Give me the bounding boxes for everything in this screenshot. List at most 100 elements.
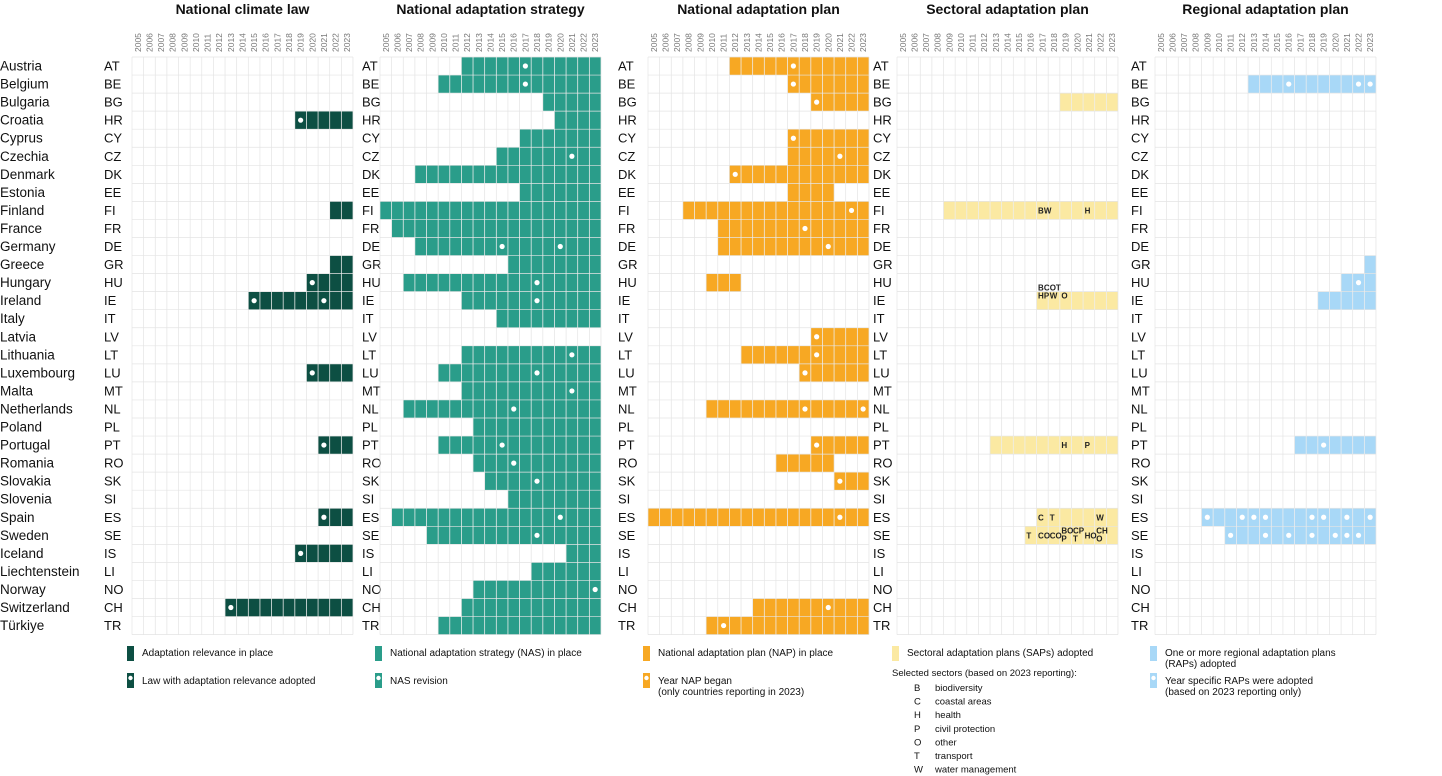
country-name-ee: Estonia	[0, 185, 46, 200]
dot-hu-2018	[534, 280, 540, 286]
sector-label: O	[1096, 534, 1102, 543]
sector-code: P	[914, 724, 920, 735]
dot-lu-2018	[534, 370, 540, 376]
sector-code: T	[914, 751, 920, 762]
legend-dot-swatch	[375, 673, 382, 688]
country-name-ie: Ireland	[0, 293, 41, 308]
year-tick-2012: 2012	[979, 33, 989, 52]
year-tick-2009: 2009	[1202, 33, 1212, 52]
year-tick-2022: 2022	[579, 33, 589, 52]
country-code-nl: NL	[362, 401, 379, 416]
country-code-pl: PL	[1131, 420, 1147, 435]
span-no	[473, 580, 601, 599]
country-code-lt: LT	[618, 347, 632, 362]
span-es	[1036, 508, 1118, 527]
year-tick-2006: 2006	[144, 33, 154, 52]
country-name-lu: Luxembourg	[0, 365, 75, 380]
span-es	[318, 508, 353, 527]
country-code-it: IT	[618, 311, 630, 326]
year-tick-2023: 2023	[342, 33, 352, 52]
year-tick-2009: 2009	[179, 33, 189, 52]
dot-de-2015	[499, 243, 505, 250]
year-tick-2018: 2018	[284, 33, 294, 52]
country-name-at: Austria	[0, 59, 43, 74]
country-code-hu: HU	[104, 275, 123, 290]
year-tick-2008: 2008	[1191, 33, 1201, 52]
country-code-lt: LT	[104, 347, 118, 362]
legend-fill-swatch	[1150, 646, 1157, 661]
year-tick-2005: 2005	[649, 33, 659, 52]
country-code-si: SI	[104, 492, 116, 507]
country-code-is: IS	[104, 546, 117, 561]
country-code-se: SE	[1131, 528, 1149, 543]
country-name-lv: Latvia	[0, 329, 37, 344]
panel-2: National adaptation strategy 2005 2006 2007…	[362, 1, 602, 688]
year-tick-2017: 2017	[272, 33, 282, 52]
sector-label: O	[1061, 292, 1067, 301]
country-code-hu: HU	[1131, 275, 1150, 290]
legend-fill-label: National adaptation plan (NAP) in place	[658, 648, 834, 659]
country-code-pl: PL	[618, 420, 634, 435]
country-code-ro: RO	[1131, 456, 1151, 471]
dot-sk-2021	[837, 478, 843, 484]
dot-ie-2021	[321, 298, 327, 304]
span-cy	[787, 129, 869, 148]
year-tick-2023: 2023	[1107, 33, 1117, 52]
dot-ch-2020	[825, 604, 831, 611]
country-name-fr: France	[0, 221, 42, 236]
year-tick-2009: 2009	[944, 33, 954, 52]
year-tick-2015: 2015	[1014, 33, 1024, 52]
country-code-fr: FR	[1131, 221, 1148, 236]
year-tick-2007: 2007	[921, 33, 931, 52]
country-code-dk: DK	[873, 167, 891, 182]
year-tick-2016: 2016	[777, 33, 787, 52]
country-code-dk: DK	[362, 167, 380, 182]
year-tick-2021: 2021	[1084, 33, 1094, 52]
year-tick-2022: 2022	[847, 33, 857, 52]
country-code-ro: RO	[362, 456, 382, 471]
year-tick-2022: 2022	[1354, 33, 1364, 52]
year-tick-2014: 2014	[237, 33, 247, 52]
year-tick-2013: 2013	[1249, 33, 1259, 52]
country-code-dk: DK	[104, 167, 122, 182]
sector-name: civil protection	[935, 724, 995, 735]
dot-at-2017	[522, 63, 528, 69]
sector-label: H	[1061, 441, 1067, 450]
dot-se-2018	[1309, 532, 1315, 538]
year-tick-2014: 2014	[1260, 33, 1270, 52]
dot-be-2016	[1286, 81, 1292, 87]
country-code-tr: TR	[618, 618, 635, 633]
country-code-cz: CZ	[873, 149, 890, 164]
country-name-de: Germany	[0, 239, 56, 254]
country-code-es: ES	[1131, 510, 1149, 525]
country-code-it: IT	[362, 311, 374, 326]
sector-name: biodiversity	[935, 683, 983, 694]
country-code-de: DE	[873, 239, 891, 254]
year-tick-2020: 2020	[1072, 33, 1082, 52]
year-tick-2009: 2009	[695, 33, 705, 52]
country-code-hr: HR	[873, 113, 892, 128]
dot-de-2020	[825, 243, 831, 250]
sector-code: W	[914, 765, 923, 776]
sector-code: H	[914, 710, 921, 721]
span-hu	[706, 273, 742, 292]
year-tick-2006: 2006	[392, 33, 402, 52]
year-tick-2008: 2008	[168, 33, 178, 52]
country-code-fi: FI	[362, 203, 374, 218]
country-code-gr: GR	[873, 257, 893, 272]
country-code-fr: FR	[104, 221, 121, 236]
year-tick-2019: 2019	[812, 33, 822, 52]
country-code-fi: FI	[618, 203, 630, 218]
span-fi	[380, 201, 601, 220]
sector-name: health	[935, 710, 961, 721]
country-code-pt: PT	[873, 438, 890, 453]
country-code-no: NO	[104, 582, 124, 597]
span-is	[294, 544, 353, 563]
country-code-se: SE	[104, 528, 122, 543]
country-code-pt: PT	[104, 438, 121, 453]
legend-dot-label: Year NAP began	[658, 676, 732, 687]
dot-se-2021	[1344, 532, 1350, 538]
country-code-ro: RO	[104, 456, 124, 471]
year-tick-2010: 2010	[439, 33, 449, 52]
span-pt	[990, 436, 1118, 455]
